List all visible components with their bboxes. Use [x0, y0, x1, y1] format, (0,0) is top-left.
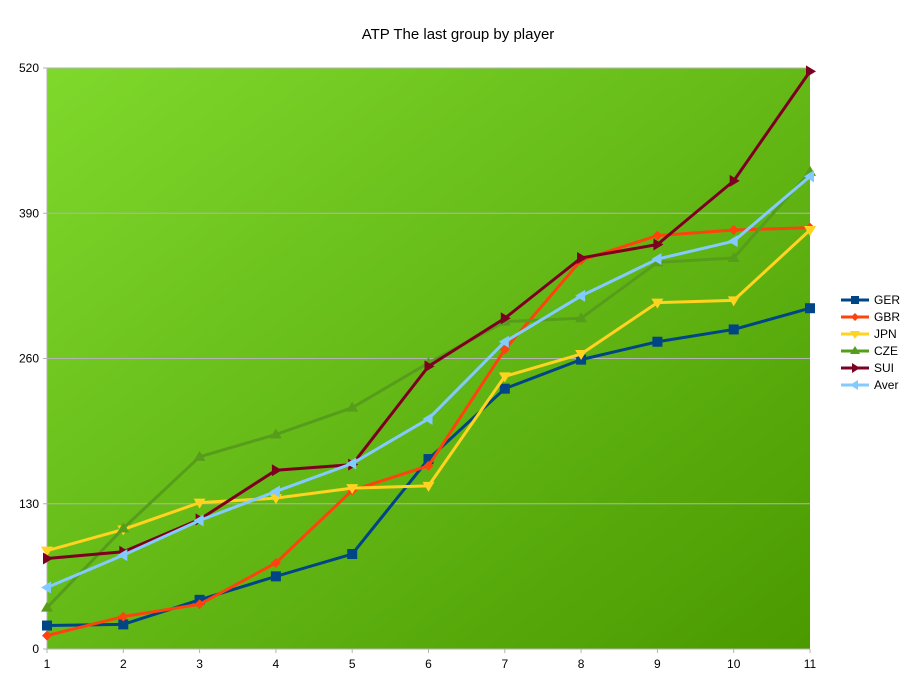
- data-point-ger: [652, 336, 663, 347]
- data-point-sui: [729, 174, 740, 187]
- data-point-jpn: [41, 546, 53, 557]
- data-point-ger: [499, 383, 510, 394]
- y-tick-label: 390: [19, 206, 39, 220]
- data-point-aver: [727, 235, 738, 248]
- data-point-aver: [651, 253, 662, 266]
- x-tick-label: 9: [654, 657, 661, 671]
- data-point-cze: [346, 401, 359, 412]
- data-point-cze: [727, 251, 740, 262]
- y-tick-label: 130: [19, 497, 39, 511]
- data-point-jpn: [727, 296, 740, 307]
- data-point-gbr: [194, 599, 205, 610]
- data-point-sui: [271, 464, 282, 477]
- data-point-ger: [423, 454, 434, 465]
- data-point-cze: [575, 312, 588, 323]
- legend-swatch-marker: [852, 363, 860, 373]
- data-point-sui: [806, 65, 816, 78]
- legend-swatch-marker: [850, 346, 860, 354]
- data-point-ger: [805, 303, 815, 314]
- data-point-cze: [193, 450, 206, 461]
- x-tick-label: 2: [120, 657, 127, 671]
- data-point-jpn: [422, 481, 435, 492]
- data-point-aver: [498, 335, 509, 348]
- x-tick-label: 1: [44, 657, 51, 671]
- data-point-aver: [804, 170, 814, 183]
- x-tick-label: 7: [501, 657, 508, 671]
- data-point-sui: [43, 552, 53, 565]
- data-point-gbr: [423, 460, 434, 471]
- data-point-ger: [118, 619, 129, 630]
- legend-item-aver: Aver: [841, 378, 898, 392]
- data-point-ger: [270, 571, 281, 582]
- data-point-sui: [424, 360, 435, 373]
- data-point-aver: [575, 289, 586, 302]
- data-point-cze: [117, 522, 130, 533]
- legend-item-jpn: JPN: [841, 327, 897, 341]
- x-tick-label: 5: [349, 657, 356, 671]
- data-point-cze: [41, 601, 53, 612]
- series-layer: [41, 65, 816, 641]
- x-tick-label: 11: [804, 657, 817, 671]
- legend-swatch-marker: [851, 313, 859, 321]
- legend-item-gbr: GBR: [841, 310, 900, 324]
- data-point-jpn: [193, 498, 206, 509]
- data-point-ger: [42, 620, 52, 631]
- data-point-jpn: [346, 484, 359, 495]
- legend-label: GER: [874, 293, 900, 307]
- data-point-gbr: [118, 611, 129, 622]
- legend-item-cze: CZE: [841, 344, 898, 358]
- legend-swatch-marker: [850, 380, 858, 390]
- y-tick-label: 0: [32, 642, 39, 656]
- data-point-gbr: [652, 230, 663, 241]
- data-point-gbr: [728, 225, 739, 236]
- legend-item-sui: SUI: [841, 361, 894, 375]
- chart-title: ATP The last group by player: [362, 26, 555, 43]
- data-point-ger: [728, 324, 739, 335]
- data-point-aver: [346, 457, 357, 470]
- legend-label: CZE: [874, 344, 898, 358]
- data-point-ger: [347, 549, 358, 560]
- x-tick-label: 8: [578, 657, 585, 671]
- legend-swatch-marker: [850, 331, 860, 339]
- data-point-cze: [269, 428, 282, 439]
- data-point-jpn: [498, 372, 511, 383]
- data-point-jpn: [651, 298, 664, 309]
- data-point-gbr: [42, 630, 52, 641]
- data-point-aver: [269, 485, 280, 498]
- x-tick-label: 3: [196, 657, 203, 671]
- data-point-sui: [577, 251, 588, 264]
- data-point-aver: [41, 581, 51, 594]
- y-axis: 0 130 260 390 520: [19, 61, 48, 656]
- legend: GER GBR JPN CZE SUI Aver: [841, 293, 900, 392]
- x-tick-label: 10: [727, 657, 741, 671]
- x-axis: 1 2 3 4 5 6 7 8 9 10 11: [44, 648, 817, 671]
- data-point-aver: [117, 549, 128, 562]
- data-point-jpn: [804, 226, 816, 237]
- series-aver: [41, 170, 814, 594]
- y-tick-label: 520: [19, 61, 39, 75]
- legend-item-ger: GER: [841, 293, 900, 307]
- legend-label: Aver: [874, 378, 898, 392]
- data-point-jpn: [575, 350, 588, 361]
- data-point-sui: [653, 238, 664, 251]
- data-point-aver: [193, 514, 204, 527]
- y-tick-label: 260: [19, 352, 39, 366]
- legend-label: SUI: [874, 361, 894, 375]
- x-tick-label: 4: [273, 657, 280, 671]
- legend-swatch-marker: [851, 296, 859, 304]
- data-point-sui: [500, 312, 511, 325]
- data-point-aver: [422, 412, 433, 425]
- data-point-gbr: [270, 557, 281, 568]
- legend-label: JPN: [874, 327, 897, 341]
- legend-label: GBR: [874, 310, 900, 324]
- data-point-gbr: [499, 344, 510, 355]
- x-tick-label: 6: [425, 657, 432, 671]
